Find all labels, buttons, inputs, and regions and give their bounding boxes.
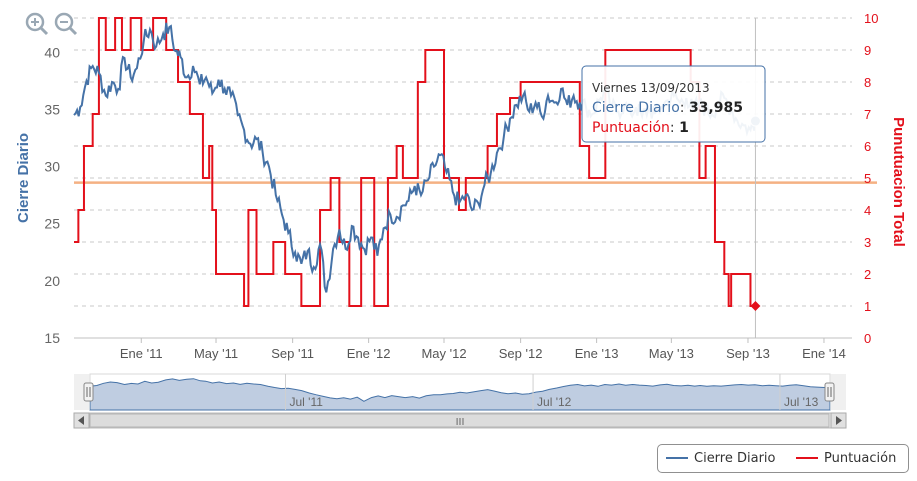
x-tick-label: Ene '14 — [802, 346, 846, 361]
legend: Cierre Diario Puntuación — [657, 444, 909, 473]
series-cierre-diario — [73, 22, 757, 293]
y-right-tick-label: 3 — [864, 235, 871, 250]
y-right-title: Punutuacion Total — [890, 117, 907, 247]
x-tick-label: May '13 — [649, 346, 694, 361]
legend-label-cierre: Cierre Diario — [694, 451, 776, 466]
legend-swatch-cierre — [666, 456, 688, 459]
zoom-in-icon — [25, 12, 45, 32]
x-tick-label: Sep '13 — [726, 346, 770, 361]
navigator-tick-label: Jul '11 — [289, 395, 323, 409]
zoom-out-icon — [54, 12, 74, 32]
navigator-handle-right[interactable] — [824, 382, 835, 402]
x-tick-label: May '11 — [194, 346, 238, 361]
tooltip-line1-label: Cierre Diario — [592, 100, 680, 116]
y-right-tick-label: 2 — [864, 267, 871, 282]
x-tick-label: Ene '11 — [120, 346, 163, 361]
y-right-tick-label: 1 — [864, 299, 871, 314]
legend-label-puntuacion: Puntuación — [824, 451, 897, 466]
y-right-tick-label: 10 — [864, 11, 878, 26]
y-left-tick-label: 30 — [44, 159, 60, 175]
navigator-handle-left[interactable] — [83, 382, 94, 402]
arrow-left-icon — [78, 416, 84, 425]
y-left-tick-label: 20 — [44, 273, 60, 289]
tooltip-line1-value: 33,985 — [689, 100, 743, 116]
scroll-thumb[interactable] — [89, 413, 830, 428]
y-right-tick-label: 6 — [864, 139, 871, 154]
legend-swatch-puntuacion — [796, 456, 818, 459]
y-left-tick-label: 25 — [44, 216, 60, 232]
x-tick-label: Sep '11 — [271, 346, 314, 361]
series-puntuacion-line — [74, 17, 756, 307]
hover-marker-puntuacion — [750, 301, 761, 311]
navigator[interactable]: Jul '11 Jul '12 Jul '13 — [74, 373, 846, 411]
legend-item-cierre[interactable]: Cierre Diario — [666, 451, 776, 466]
svg-text:Cierre Diario: 33,985: Cierre Diario: 33,985 — [592, 100, 743, 116]
zoom-in-button[interactable] — [25, 12, 49, 36]
y-left-tick-label: 15 — [44, 330, 60, 346]
zoom-out-button[interactable] — [54, 12, 78, 36]
scroll-right-button[interactable] — [830, 412, 847, 429]
svg-text:Puntuación: 1: Puntuación: 1 — [592, 120, 689, 136]
tooltip-line2-label: Puntuación — [592, 120, 670, 136]
series-cierre-line — [73, 22, 757, 293]
series-puntuacion — [74, 17, 756, 307]
navigator-series-area — [89, 378, 831, 411]
navigator-tick-label: Jul '12 — [537, 395, 572, 409]
y-left-title: Cierre Diario — [15, 133, 32, 223]
y-left-tick-label: 35 — [44, 101, 60, 117]
scroll-left-button[interactable] — [73, 412, 90, 429]
y-right-tick-label: 7 — [864, 107, 871, 122]
x-axis: Ene '11 May '11 Sep '11 Ene '12 May '12 Sep '… — [120, 338, 846, 361]
tooltip: Viernes 13/09/2013 Cierre Diario: 33,985… — [581, 65, 766, 143]
navigator-tick-label: Jul '13 — [784, 395, 819, 409]
y-right-tick-label: 5 — [864, 171, 871, 186]
scroll-grip: III — [456, 417, 465, 428]
navigator-ticks: Jul '11 Jul '12 Jul '13 — [284, 374, 819, 410]
x-tick-label: May '12 — [421, 346, 466, 361]
x-tick-label: Ene '13 — [575, 346, 619, 361]
y-right-tick-label: 8 — [864, 75, 871, 90]
y-right-tick-label: 0 — [864, 331, 871, 346]
y-right-tick-label: 9 — [864, 43, 871, 58]
tooltip-line2-value: 1 — [679, 120, 689, 136]
y-left-tick-label: 40 — [44, 44, 60, 60]
y-right-tick-label: 4 — [864, 203, 871, 218]
legend-item-puntuacion[interactable]: Puntuación — [796, 451, 896, 466]
tooltip-date: Viernes 13/09/2013 — [592, 81, 710, 95]
x-tick-label: Sep '12 — [499, 346, 543, 361]
arrow-right-icon — [836, 416, 842, 425]
y-axis-right: 0 1 2 3 4 5 6 7 8 9 10 — [864, 11, 878, 346]
scrollbar[interactable]: III — [73, 412, 847, 429]
x-tick-label: Ene '12 — [347, 346, 391, 361]
y-axis-left: 15 20 25 30 35 40 — [44, 44, 60, 346]
